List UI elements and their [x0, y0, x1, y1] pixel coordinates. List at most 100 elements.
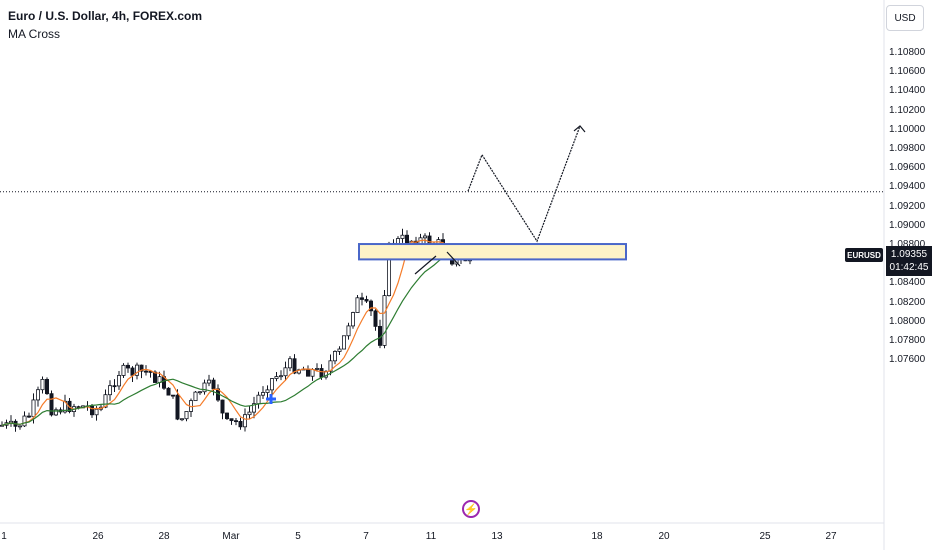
candle[interactable]	[328, 360, 333, 372]
candle[interactable]	[305, 368, 310, 377]
candle[interactable]	[193, 391, 198, 402]
lightning-icon[interactable]: ⚡	[462, 500, 480, 518]
candle[interactable]	[90, 405, 95, 416]
candle[interactable]	[197, 391, 202, 394]
price-tick-label: 1.09200	[889, 200, 926, 212]
candle[interactable]	[184, 411, 189, 420]
candle[interactable]	[238, 421, 243, 428]
candle[interactable]	[287, 358, 292, 369]
time-tick-label: 18	[591, 531, 603, 542]
candle[interactable]	[152, 371, 157, 383]
price-tick-label: 1.08800	[889, 239, 926, 250]
candle[interactable]	[256, 394, 261, 405]
candle[interactable]	[247, 411, 252, 416]
candle[interactable]	[404, 234, 409, 245]
candle[interactable]	[368, 300, 373, 312]
candle[interactable]	[175, 394, 180, 420]
candle[interactable]	[103, 394, 108, 408]
candle[interactable]	[139, 364, 144, 372]
candle[interactable]	[206, 379, 211, 384]
candle[interactable]	[355, 297, 360, 313]
candle[interactable]	[332, 351, 337, 362]
candle[interactable]	[22, 415, 27, 427]
candle[interactable]	[126, 364, 131, 369]
time-tick-label: 28	[158, 531, 170, 542]
time-tick-label: Mar	[222, 531, 240, 542]
candle[interactable]	[400, 234, 405, 239]
candle[interactable]	[274, 376, 279, 379]
candle[interactable]	[108, 385, 113, 396]
candle[interactable]	[260, 392, 265, 396]
candle[interactable]	[341, 335, 346, 350]
candlestick-series	[0, 228, 472, 432]
candle[interactable]	[54, 409, 59, 416]
candle[interactable]	[130, 367, 135, 376]
current-price-label: 1.09355	[890, 249, 928, 260]
candle[interactable]	[36, 389, 41, 401]
candle[interactable]	[278, 375, 283, 378]
candle[interactable]	[350, 312, 355, 327]
time-tick-label: 26	[92, 531, 104, 542]
candle[interactable]	[364, 299, 369, 302]
indicator-label[interactable]: MA Cross	[8, 27, 61, 41]
time-tick-label: 7	[363, 531, 369, 542]
candle[interactable]	[49, 393, 54, 416]
time-tick-label: 27	[825, 531, 837, 542]
price-tick-label: 1.09400	[889, 181, 926, 193]
candle[interactable]	[265, 389, 270, 393]
candle[interactable]	[220, 399, 225, 414]
candle[interactable]	[45, 378, 50, 395]
candle[interactable]	[121, 364, 126, 376]
price-tick-label: 1.07600	[889, 354, 926, 366]
candle[interactable]	[143, 370, 148, 373]
time-tick-label: 13	[491, 531, 503, 542]
candle[interactable]	[373, 310, 378, 327]
symbol-tag: EURUSD	[845, 248, 883, 262]
ma-cross-marker	[266, 394, 276, 404]
small-trendline	[446, 251, 461, 267]
candle[interactable]	[26, 415, 31, 418]
candle[interactable]	[283, 367, 288, 377]
candle[interactable]	[292, 358, 297, 374]
candle[interactable]	[229, 418, 234, 422]
candle[interactable]	[233, 420, 238, 423]
candle[interactable]	[319, 368, 324, 378]
candle[interactable]	[382, 295, 387, 346]
candle[interactable]	[242, 414, 247, 428]
currency-button[interactable]: USD	[886, 5, 924, 31]
candle[interactable]	[166, 387, 171, 396]
candle[interactable]	[117, 375, 122, 387]
price-tick-label: 1.08400	[889, 277, 926, 289]
price-tick-label: 1.09800	[889, 143, 926, 154]
candle[interactable]	[202, 382, 207, 393]
projection-path[interactable]	[467, 125, 581, 243]
candle[interactable]	[112, 385, 117, 388]
candle[interactable]	[251, 403, 256, 413]
candle[interactable]	[134, 364, 139, 376]
price-tick-label: 1.09600	[889, 162, 926, 174]
candle[interactable]	[40, 378, 45, 391]
price-tick-label: 1.07800	[889, 335, 926, 346]
candle[interactable]	[269, 378, 274, 391]
price-tag: 1.09355 01:42:45	[886, 246, 932, 276]
time-tick-label: 1	[1, 531, 7, 542]
candle[interactable]	[170, 394, 175, 397]
price-tick-label: 1.08200	[889, 296, 926, 308]
candle[interactable]	[224, 412, 229, 420]
demand-zone-rectangle[interactable]	[358, 243, 627, 261]
candle[interactable]	[179, 418, 184, 421]
candle[interactable]	[17, 425, 22, 428]
candle[interactable]	[310, 369, 315, 377]
candle[interactable]	[337, 348, 342, 352]
candle[interactable]	[359, 297, 364, 300]
candle[interactable]	[94, 408, 99, 416]
time-tick-label: 11	[425, 531, 437, 542]
price-tick-label: 1.08000	[889, 315, 926, 327]
candle[interactable]	[346, 325, 351, 337]
candle[interactable]	[314, 368, 319, 370]
candle[interactable]	[422, 235, 427, 239]
candle[interactable]	[31, 399, 36, 418]
chart-title: Euro / U.S. Dollar, 4h, FOREX.com	[8, 9, 203, 23]
candle[interactable]	[211, 379, 216, 390]
